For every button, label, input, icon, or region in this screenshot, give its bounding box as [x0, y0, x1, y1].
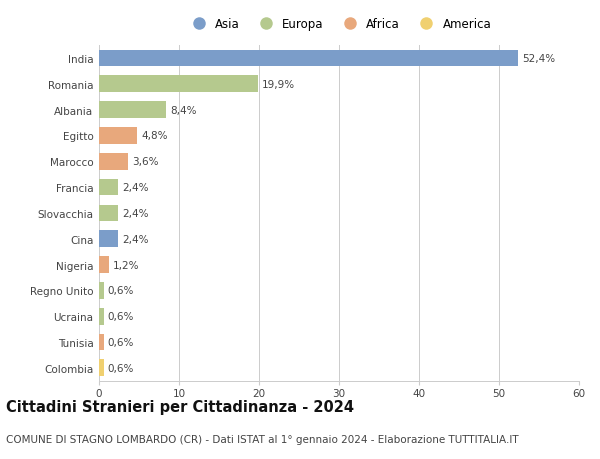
Text: 8,4%: 8,4%: [170, 106, 197, 115]
Text: 2,4%: 2,4%: [122, 208, 149, 218]
Bar: [99, 76, 258, 93]
Text: 2,4%: 2,4%: [122, 234, 149, 244]
Bar: [99, 50, 518, 67]
Text: 0,6%: 0,6%: [108, 363, 134, 373]
Bar: [99, 231, 118, 247]
Text: 3,6%: 3,6%: [132, 157, 158, 167]
Bar: [99, 128, 137, 145]
Text: 0,6%: 0,6%: [108, 286, 134, 296]
Text: 0,6%: 0,6%: [108, 312, 134, 321]
Bar: [99, 360, 104, 376]
Text: 52,4%: 52,4%: [522, 54, 556, 64]
Text: 1,2%: 1,2%: [113, 260, 139, 270]
Bar: [99, 334, 104, 351]
Bar: [99, 153, 128, 170]
Legend: Asia, Europa, Africa, America: Asia, Europa, Africa, America: [184, 16, 494, 34]
Text: 0,6%: 0,6%: [108, 337, 134, 347]
Bar: [99, 257, 109, 274]
Bar: [99, 179, 118, 196]
Text: 19,9%: 19,9%: [262, 79, 295, 90]
Text: Cittadini Stranieri per Cittadinanza - 2024: Cittadini Stranieri per Cittadinanza - 2…: [6, 399, 354, 414]
Bar: [99, 102, 166, 119]
Text: COMUNE DI STAGNO LOMBARDO (CR) - Dati ISTAT al 1° gennaio 2024 - Elaborazione TU: COMUNE DI STAGNO LOMBARDO (CR) - Dati IS…: [6, 434, 518, 444]
Bar: [99, 282, 104, 299]
Text: 2,4%: 2,4%: [122, 183, 149, 193]
Bar: [99, 308, 104, 325]
Text: 4,8%: 4,8%: [142, 131, 168, 141]
Bar: [99, 205, 118, 222]
